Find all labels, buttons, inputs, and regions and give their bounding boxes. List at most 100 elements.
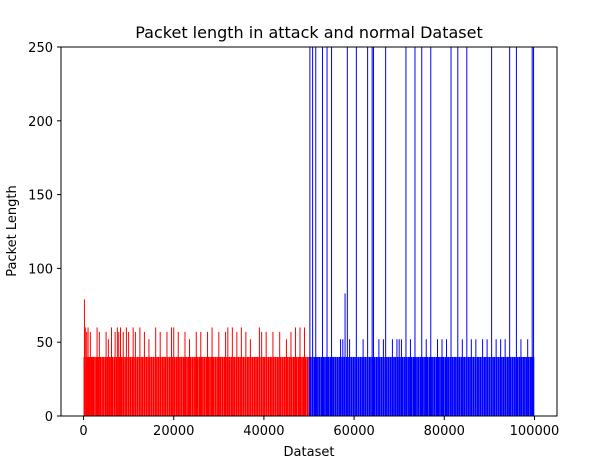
bar bbox=[177, 331, 179, 416]
axes-frame bbox=[60, 46, 558, 417]
bar bbox=[326, 47, 328, 416]
bar bbox=[272, 331, 274, 416]
bar bbox=[227, 327, 229, 416]
y-tick-label: 250 bbox=[28, 41, 53, 56]
bar bbox=[89, 331, 91, 416]
bar bbox=[105, 331, 107, 416]
x-tick-label: 40000 bbox=[243, 424, 284, 439]
bar bbox=[139, 327, 141, 416]
bar bbox=[218, 331, 220, 416]
bar bbox=[84, 327, 86, 416]
bar bbox=[527, 339, 529, 416]
bar bbox=[371, 47, 373, 416]
bar bbox=[385, 47, 387, 416]
bar bbox=[309, 47, 311, 416]
bar bbox=[211, 327, 213, 416]
bar bbox=[391, 339, 393, 416]
bar bbox=[349, 339, 351, 416]
bar bbox=[331, 47, 333, 416]
bar bbox=[520, 339, 522, 416]
bar bbox=[461, 339, 463, 416]
x-tick-label: 80000 bbox=[424, 424, 465, 439]
bar bbox=[414, 47, 416, 416]
bar bbox=[231, 327, 233, 416]
bar bbox=[134, 331, 136, 416]
bar bbox=[114, 331, 116, 416]
bar bbox=[504, 339, 506, 416]
bar bbox=[470, 339, 472, 416]
bar bbox=[195, 331, 197, 416]
y-tick-label: 100 bbox=[28, 262, 53, 277]
bar bbox=[430, 47, 432, 416]
bar bbox=[118, 331, 120, 416]
x-tick-label: 20000 bbox=[153, 424, 194, 439]
y-axis: 0 50 100 150 200 250 bbox=[28, 41, 61, 425]
bar bbox=[315, 47, 317, 416]
bar bbox=[400, 339, 402, 416]
bar bbox=[372, 47, 374, 416]
bar bbox=[398, 339, 400, 416]
bar bbox=[92, 356, 94, 416]
bar bbox=[122, 331, 124, 416]
bar bbox=[367, 47, 369, 416]
bar bbox=[396, 339, 398, 416]
bar bbox=[170, 327, 172, 416]
bar bbox=[382, 339, 384, 416]
bar bbox=[128, 331, 130, 416]
bar bbox=[466, 47, 468, 416]
bar bbox=[495, 339, 497, 416]
x-tick-label: 100000 bbox=[510, 424, 560, 439]
bar bbox=[155, 327, 157, 416]
bar bbox=[491, 47, 493, 416]
bar bbox=[425, 339, 427, 416]
bar bbox=[236, 331, 238, 416]
bar bbox=[173, 327, 175, 416]
bar bbox=[159, 331, 161, 416]
bars-group bbox=[83, 47, 535, 416]
bar bbox=[166, 331, 168, 416]
bar bbox=[405, 47, 407, 416]
y-tick-label: 50 bbox=[36, 336, 53, 351]
x-axis: 0 20000 40000 60000 80000 100000 bbox=[79, 416, 559, 439]
bar bbox=[312, 47, 314, 416]
bar bbox=[303, 327, 305, 416]
bar bbox=[279, 331, 281, 416]
bar bbox=[441, 339, 443, 416]
bar bbox=[207, 331, 209, 416]
bar bbox=[500, 339, 502, 416]
bar bbox=[486, 339, 488, 416]
bar bbox=[132, 327, 134, 416]
y-tick-label: 0 bbox=[45, 410, 53, 425]
bar bbox=[87, 327, 89, 416]
y-axis-label: Packet Length bbox=[5, 185, 20, 277]
bar bbox=[258, 327, 260, 416]
bar bbox=[111, 327, 112, 416]
bar bbox=[96, 327, 98, 416]
bar bbox=[509, 47, 511, 416]
bar bbox=[249, 339, 251, 416]
bar bbox=[184, 331, 186, 416]
bar bbox=[515, 47, 517, 416]
bar bbox=[531, 47, 533, 416]
bar bbox=[225, 331, 227, 416]
y-tick-label: 200 bbox=[28, 115, 53, 130]
bar bbox=[245, 331, 247, 416]
bar bbox=[189, 339, 191, 416]
x-tick-label: 60000 bbox=[333, 424, 374, 439]
bar bbox=[378, 339, 380, 416]
bar bbox=[362, 339, 364, 416]
bar bbox=[116, 327, 118, 416]
bar bbox=[322, 47, 324, 416]
x-tick-label: 0 bbox=[79, 424, 87, 439]
bar bbox=[409, 339, 411, 416]
bar bbox=[344, 293, 346, 416]
bar bbox=[148, 339, 150, 416]
bar bbox=[107, 339, 109, 416]
bar bbox=[299, 327, 301, 416]
y-tick-label: 150 bbox=[28, 189, 53, 204]
bar bbox=[437, 339, 439, 416]
bar bbox=[83, 299, 85, 416]
bar bbox=[450, 47, 452, 416]
bar bbox=[200, 331, 202, 416]
bar bbox=[421, 47, 423, 416]
